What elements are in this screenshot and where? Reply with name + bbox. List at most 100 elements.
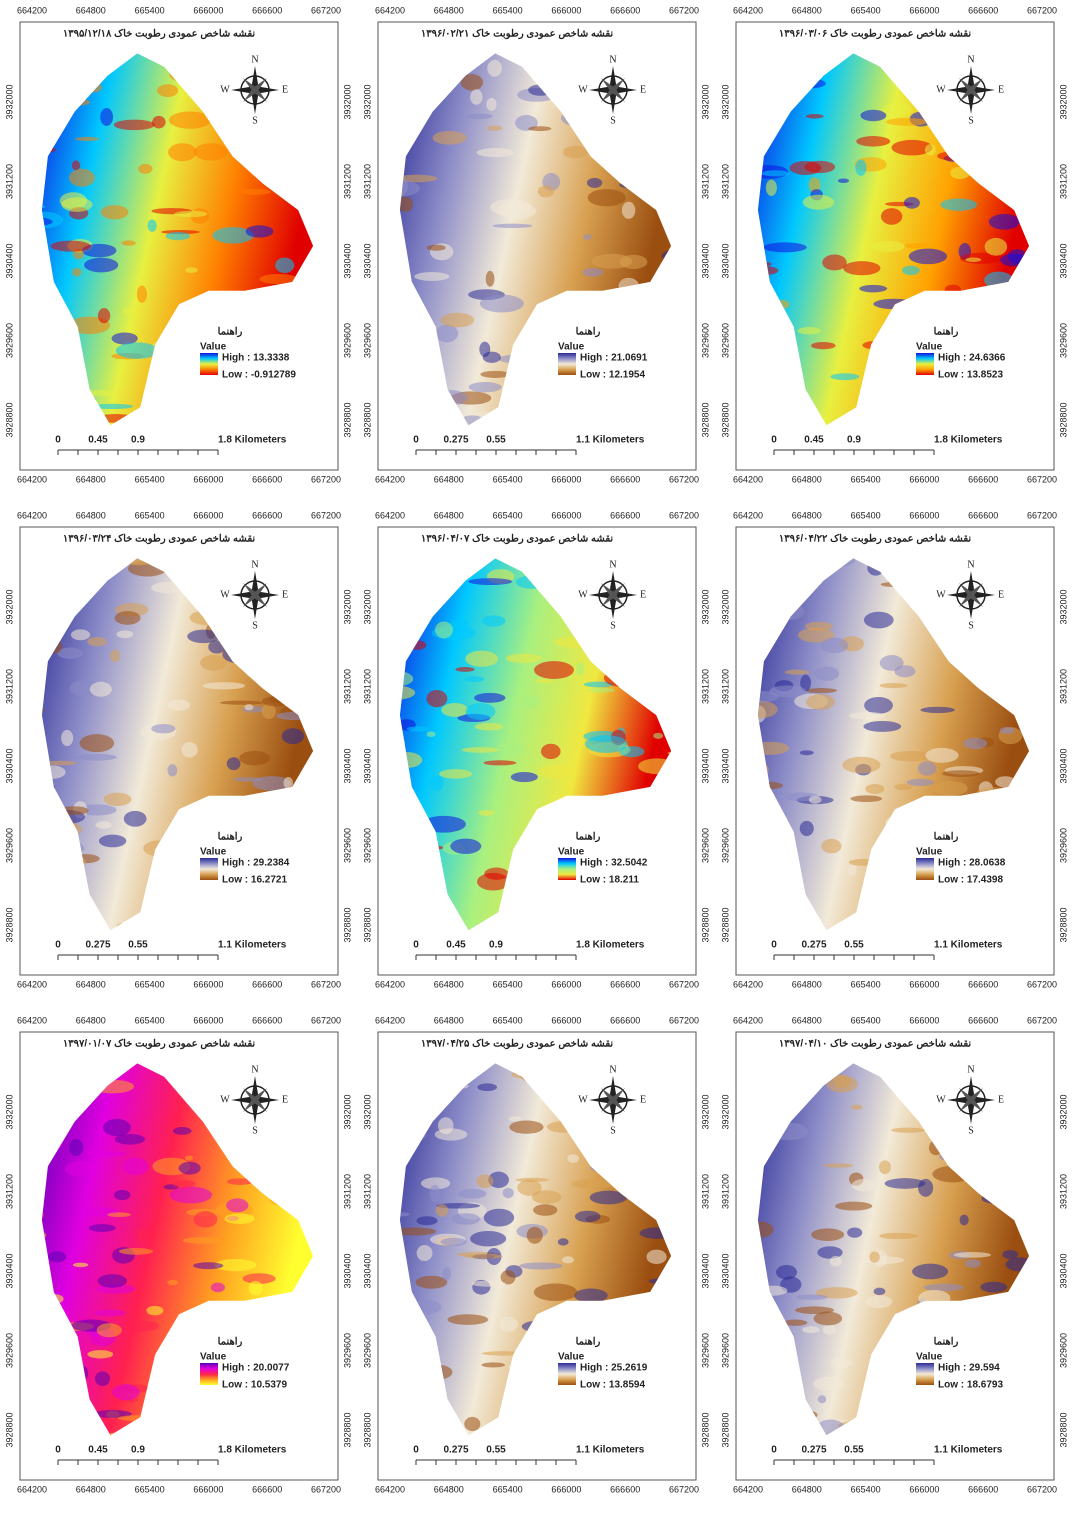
legend-high: High : 24.6366 xyxy=(938,353,1006,364)
y-tick-label: 3932000 xyxy=(4,84,14,119)
x-tick-label: 666000 xyxy=(909,510,939,520)
y-tick-label: 3932000 xyxy=(720,589,730,624)
x-tick-label: 666000 xyxy=(909,979,939,989)
x-tick-label: 666600 xyxy=(968,1484,998,1494)
x-tick-label: 664800 xyxy=(434,1015,464,1025)
x-tick-label: 664200 xyxy=(375,1015,405,1025)
scale-label: 0.275 xyxy=(801,940,826,951)
x-tick-label: 664200 xyxy=(17,979,47,989)
legend-title: راهنما xyxy=(218,1337,243,1348)
y-tick-label: 3930400 xyxy=(4,748,14,783)
x-tick-label: 665400 xyxy=(135,979,165,989)
legend-ramp xyxy=(916,858,934,880)
legend-value: Value xyxy=(200,1352,227,1363)
y-tick-label: 3931200 xyxy=(720,669,730,704)
legend-high: High : 28.0638 xyxy=(938,858,1006,869)
y-tick-label: 3928800 xyxy=(4,907,14,942)
legend-ramp xyxy=(200,353,218,375)
scale-label: 1.1 Kilometers xyxy=(576,435,645,446)
scale-label: 1.1 Kilometers xyxy=(934,1445,1003,1456)
legend-low: Low : 16.2721 xyxy=(222,875,287,886)
legend-high: High : 25.2619 xyxy=(580,1363,648,1374)
x-tick-label: 664200 xyxy=(17,5,47,15)
y-tick-label: 3929600 xyxy=(1058,323,1068,358)
x-tick-label: 665400 xyxy=(851,474,881,484)
x-tick-label: 664800 xyxy=(76,1015,106,1025)
x-tick-label: 664200 xyxy=(375,474,405,484)
y-tick-label: 3930400 xyxy=(720,243,730,278)
x-tick-label: 664800 xyxy=(434,510,464,520)
y-tick-label: 3932000 xyxy=(362,84,372,119)
y-tick-label: 3932000 xyxy=(720,84,730,119)
y-tick-label: 3930400 xyxy=(4,1253,14,1288)
legend-value: Value xyxy=(916,342,943,353)
y-tick-label: 3928800 xyxy=(362,1412,372,1447)
scale-label: 0 xyxy=(771,1445,777,1456)
compass-label: W xyxy=(936,1094,946,1105)
y-tick-label: 3929600 xyxy=(1058,828,1068,863)
legend-title: راهنما xyxy=(934,832,959,843)
map-title: نقشه شاخص عمودی رطوبت خاک ۱۳۹۶/۰۴/۰۷ xyxy=(421,534,614,545)
y-tick-label: 3928800 xyxy=(700,907,710,942)
y-tick-label: 3928800 xyxy=(720,1412,730,1447)
y-tick-label: 3932000 xyxy=(700,1094,710,1129)
legend-value: Value xyxy=(558,847,585,858)
map-panel: نقشه شاخص عمودی رطوبت خاک ۱۳۹۵/۱۲/۱۸6642… xyxy=(0,0,358,505)
compass-label: W xyxy=(936,84,946,95)
scale-label: 1.8 Kilometers xyxy=(576,940,645,951)
y-tick-label: 3931200 xyxy=(4,669,14,704)
y-tick-label: 3930400 xyxy=(700,1253,710,1288)
y-tick-label: 3929600 xyxy=(342,1333,352,1368)
y-tick-label: 3930400 xyxy=(1058,748,1068,783)
y-tick-label: 3928800 xyxy=(342,907,352,942)
y-tick-label: 3931200 xyxy=(1058,164,1068,199)
y-tick-label: 3931200 xyxy=(4,164,14,199)
y-tick-label: 3929600 xyxy=(4,1333,14,1368)
compass-label: E xyxy=(640,589,646,600)
scale-label: 0.45 xyxy=(88,1445,108,1456)
x-tick-label: 665400 xyxy=(851,1015,881,1025)
x-tick-label: 665400 xyxy=(851,5,881,15)
x-tick-label: 665400 xyxy=(135,1015,165,1025)
y-tick-label: 3929600 xyxy=(720,323,730,358)
x-tick-label: 664800 xyxy=(434,474,464,484)
x-tick-label: 667200 xyxy=(311,474,341,484)
y-tick-label: 3931200 xyxy=(700,669,710,704)
x-tick-label: 665400 xyxy=(135,5,165,15)
map-title: نقشه شاخص عمودی رطوبت خاک ۱۳۹۶/۰۳/۰۶ xyxy=(779,29,972,40)
x-tick-label: 667200 xyxy=(311,1015,341,1025)
legend-title: راهنما xyxy=(934,327,959,338)
y-tick-label: 3930400 xyxy=(700,243,710,278)
x-tick-label: 666600 xyxy=(968,510,998,520)
x-tick-label: 667200 xyxy=(311,979,341,989)
y-tick-label: 3928800 xyxy=(1058,1412,1068,1447)
x-tick-label: 664800 xyxy=(76,5,106,15)
x-tick-label: 664200 xyxy=(375,979,405,989)
legend-title: راهنما xyxy=(934,1337,959,1348)
map-title: نقشه شاخص عمودی رطوبت خاک ۱۳۹۶/۰۲/۲۱ xyxy=(421,29,614,40)
y-tick-label: 3928800 xyxy=(700,1412,710,1447)
x-tick-label: 665400 xyxy=(493,979,523,989)
legend-ramp xyxy=(558,1363,576,1385)
y-tick-label: 3931200 xyxy=(342,164,352,199)
y-tick-label: 3932000 xyxy=(1058,1094,1068,1129)
x-tick-label: 664800 xyxy=(434,979,464,989)
x-tick-label: 666000 xyxy=(193,5,223,15)
x-tick-label: 666600 xyxy=(610,5,640,15)
x-tick-label: 664200 xyxy=(733,474,763,484)
scale-label: 0 xyxy=(413,940,419,951)
y-tick-label: 3931200 xyxy=(1058,669,1068,704)
x-tick-label: 666000 xyxy=(909,1484,939,1494)
y-tick-label: 3928800 xyxy=(362,907,372,942)
compass-label: S xyxy=(610,1125,616,1136)
y-tick-label: 3932000 xyxy=(342,1094,352,1129)
compass-label: S xyxy=(252,115,258,126)
scale-label: 0.55 xyxy=(844,940,864,951)
x-tick-label: 665400 xyxy=(851,1484,881,1494)
legend-title: راهنما xyxy=(218,327,243,338)
y-tick-label: 3929600 xyxy=(4,323,14,358)
x-tick-label: 664200 xyxy=(17,1484,47,1494)
legend-title: راهنما xyxy=(576,832,601,843)
compass-label: E xyxy=(998,1094,1004,1105)
y-tick-label: 3929600 xyxy=(720,1333,730,1368)
